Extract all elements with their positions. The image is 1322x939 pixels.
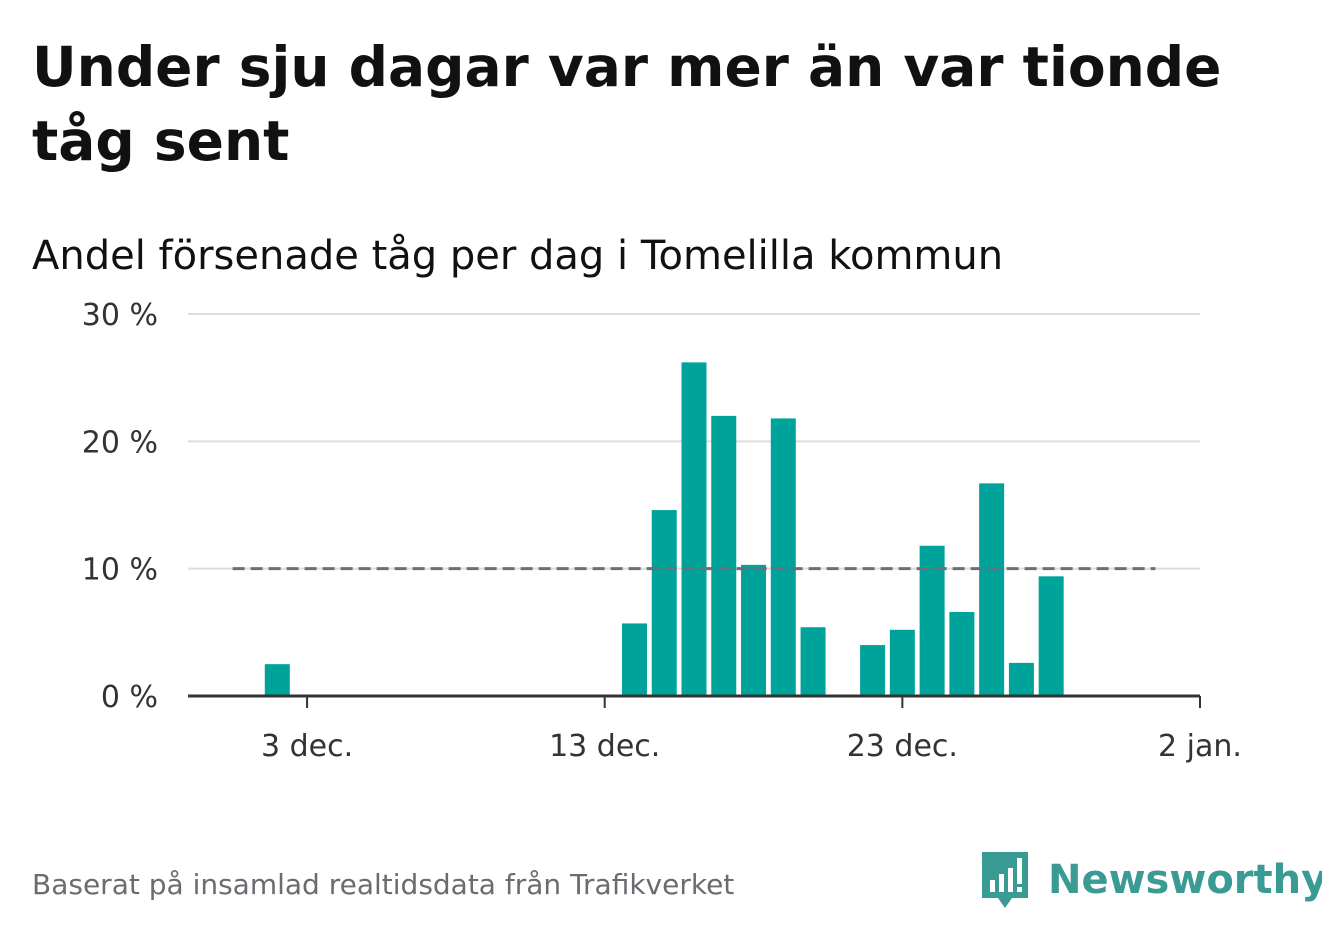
- bar: [860, 645, 886, 696]
- bar: [681, 362, 707, 696]
- y-tick-label: 10 %: [82, 553, 158, 588]
- bar: [979, 483, 1005, 696]
- newsworthy-logo-icon: [982, 852, 1028, 908]
- bar: [1038, 576, 1064, 696]
- source-note: Baserat på insamlad realtidsdata från Tr…: [32, 868, 735, 901]
- bar: [621, 623, 647, 696]
- bar: [711, 415, 737, 696]
- x-tick-label: 23 dec.: [847, 729, 958, 764]
- bar: [1008, 662, 1034, 696]
- bar: [919, 545, 945, 696]
- x-tick-label: 2 jan.: [1158, 729, 1242, 764]
- chart-subtitle: Andel försenade tåg per dag i Tomelilla …: [32, 233, 1004, 279]
- bar: [949, 611, 975, 696]
- chart-title: Under sju dagar var mer än var tionde tå…: [32, 35, 1222, 173]
- logo-text: Newsworthy: [1048, 857, 1322, 903]
- y-tick-label: 30 %: [82, 298, 158, 333]
- bar: [264, 664, 290, 696]
- bar: [741, 564, 767, 696]
- x-tick-label: 13 dec.: [549, 729, 660, 764]
- y-tick-label: 20 %: [82, 425, 158, 460]
- y-tick-label: 0 %: [101, 680, 158, 715]
- bar: [800, 627, 826, 696]
- bar: [651, 510, 677, 696]
- x-tick-label: 3 dec.: [261, 729, 353, 764]
- newsworthy-logo[interactable]: Newsworthy: [980, 850, 1322, 910]
- bar: [770, 418, 796, 696]
- bar: [889, 629, 915, 696]
